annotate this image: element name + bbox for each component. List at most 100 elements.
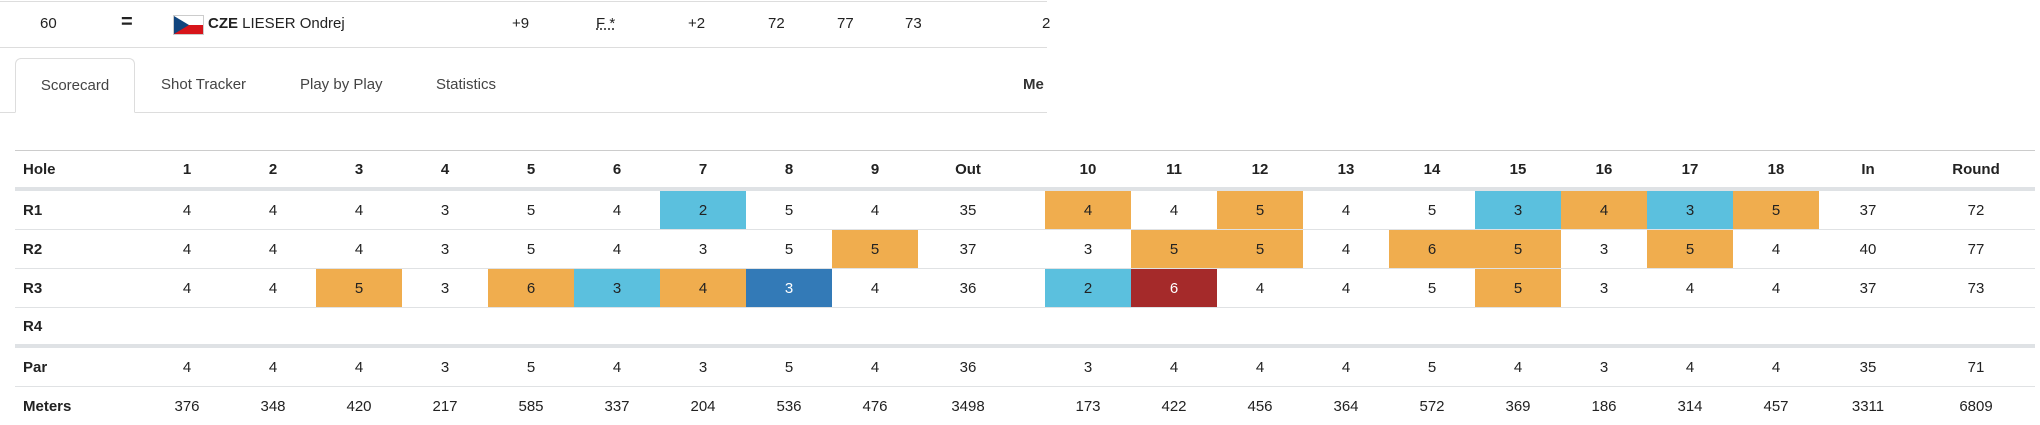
score-cell: 5	[1389, 268, 1475, 308]
score-cell	[1561, 307, 1647, 348]
score-cell: 3	[1561, 229, 1647, 269]
score-cell: 3	[402, 229, 488, 269]
score-cell	[1045, 307, 1131, 348]
score-cell: 3	[1561, 346, 1647, 387]
tab-scorecard[interactable]: Scorecard	[15, 58, 135, 113]
score-cell: 173	[1075, 397, 1101, 415]
score-cell: 4	[1303, 346, 1389, 387]
score-cell: 5	[1389, 189, 1475, 230]
row-par: Par 4 4 4 3 5 4 3 5 4 36 3 4 4 4 5 4 3 4 4 35 71	[15, 346, 2035, 387]
to-par: +9	[512, 15, 530, 32]
header-row: Hole 1 2 3 4 5 6 7 8 9 Out 10 11 12 13 14 15 16 17 18 In Roun…	[15, 150, 2035, 191]
score-cell: 4	[832, 268, 918, 308]
score-cell: 3	[574, 268, 660, 308]
score-cell: 3	[1647, 189, 1733, 230]
score-cell: 72	[1917, 189, 2035, 230]
player-name: LIESER Ondrej	[242, 15, 345, 32]
header-cell: 4	[402, 150, 488, 191]
header-cell: 2	[230, 150, 316, 191]
score-cell: 40	[1819, 229, 1917, 269]
thru: F *	[596, 15, 616, 32]
score-cell: 37	[1819, 189, 1917, 230]
score-cell: 35	[918, 189, 1018, 230]
score-cell: 3	[746, 268, 832, 308]
row-meters: Meters 376 348 420 217 585 337 204 536 476 3498 173…	[15, 387, 2035, 425]
score-cell: 4	[1303, 268, 1389, 308]
score-cell	[316, 307, 402, 348]
row-label: R2	[15, 229, 144, 269]
score-cell: 369	[1505, 397, 1531, 415]
row-label: R4	[15, 307, 144, 348]
score-cell	[1389, 307, 1475, 348]
today: +2	[688, 15, 706, 32]
header-cell: 7	[660, 150, 746, 191]
tab-play-by-play[interactable]: Play by Play	[300, 76, 383, 93]
score-cell: 77	[1917, 229, 2035, 269]
header-cell: 16	[1561, 150, 1647, 191]
score-cell: 4	[316, 346, 402, 387]
header-cell: 3	[316, 150, 402, 191]
player-row[interactable]: 60 = CZE LIESER Ondrej +9 F * +2 72 77 7…	[0, 2, 1050, 48]
rank: 60	[40, 15, 57, 32]
score-cell	[1217, 307, 1303, 348]
divider	[0, 1, 1047, 2]
row-r3: R3 4 4 5 3 6 3 4 3 4 36 2 6 4 4 5 5 3 4 4 37 73	[15, 268, 2035, 308]
header-cell: 9	[832, 150, 918, 191]
score-cell: 4	[1733, 346, 1819, 387]
score-cell: 5	[746, 346, 832, 387]
score-cell: 4	[1131, 189, 1217, 230]
score-cell: 572	[1419, 397, 1445, 415]
header-cell: In	[1819, 150, 1917, 191]
tab-shot-tracker[interactable]: Shot Tracker	[161, 76, 247, 93]
score-cell: 3	[1045, 229, 1131, 269]
score-cell: 5	[1475, 268, 1561, 308]
score-cell: 3	[660, 346, 746, 387]
score-cell	[1733, 307, 1819, 348]
score-cell: 6	[488, 268, 574, 308]
score-cell: 217	[432, 397, 458, 415]
score-cell: 5	[488, 229, 574, 269]
score-cell: 536	[776, 397, 802, 415]
score-cell: 5	[1647, 229, 1733, 269]
score-cell: 5	[1131, 229, 1217, 269]
score-cell: 4	[1647, 268, 1733, 308]
header-cell: 11	[1131, 150, 1217, 191]
score-cell	[1018, 229, 1045, 269]
score-cell: 4	[1217, 346, 1303, 387]
score-cell: 4	[832, 189, 918, 230]
score-cell	[1018, 189, 1045, 230]
score-cell	[1303, 307, 1389, 348]
score-cell: 4	[230, 268, 316, 308]
header-cell: 15	[1475, 150, 1561, 191]
row-label: R3	[15, 268, 144, 308]
scorecard-table: Hole 1 2 3 4 5 6 7 8 9 Out 10 11 12 13 14 15 16 17 18 In Roun…	[15, 150, 2035, 425]
score-cell: 3	[402, 268, 488, 308]
tab-more[interactable]: Me	[1023, 76, 1044, 93]
score-cell: 4	[1303, 189, 1389, 230]
score-cell: 420	[346, 397, 372, 415]
score-cell: 5	[1217, 229, 1303, 269]
score-cell	[1917, 307, 2035, 348]
score-cell: 4	[832, 346, 918, 387]
score-cell: 2	[660, 189, 746, 230]
score-cell	[1819, 307, 1917, 348]
score-cell	[230, 307, 316, 348]
row-r2: R2 4 4 4 3 5 4 3 5 5 37 3 5 5 4 6 5 3 5 4 40 77	[15, 229, 2035, 269]
header-cell: 18	[1733, 150, 1819, 191]
score-cell: 376	[174, 397, 200, 415]
header-cell: 14	[1389, 150, 1475, 191]
tab-statistics[interactable]: Statistics	[436, 76, 497, 93]
score-cell	[1018, 307, 1045, 348]
score-cell: 4	[230, 189, 316, 230]
score-cell: 5	[832, 229, 918, 269]
header-cell: 8	[746, 150, 832, 191]
score-cell: 4	[574, 229, 660, 269]
score-cell: 36	[918, 268, 1018, 308]
score-cell: 5	[488, 189, 574, 230]
score-cell: 204	[690, 397, 716, 415]
score-cell: 73	[1917, 268, 2035, 308]
score-cell	[1018, 387, 1045, 425]
score-cell	[918, 307, 1018, 348]
header-cell: 12	[1217, 150, 1303, 191]
score-cell: 585	[518, 397, 544, 415]
